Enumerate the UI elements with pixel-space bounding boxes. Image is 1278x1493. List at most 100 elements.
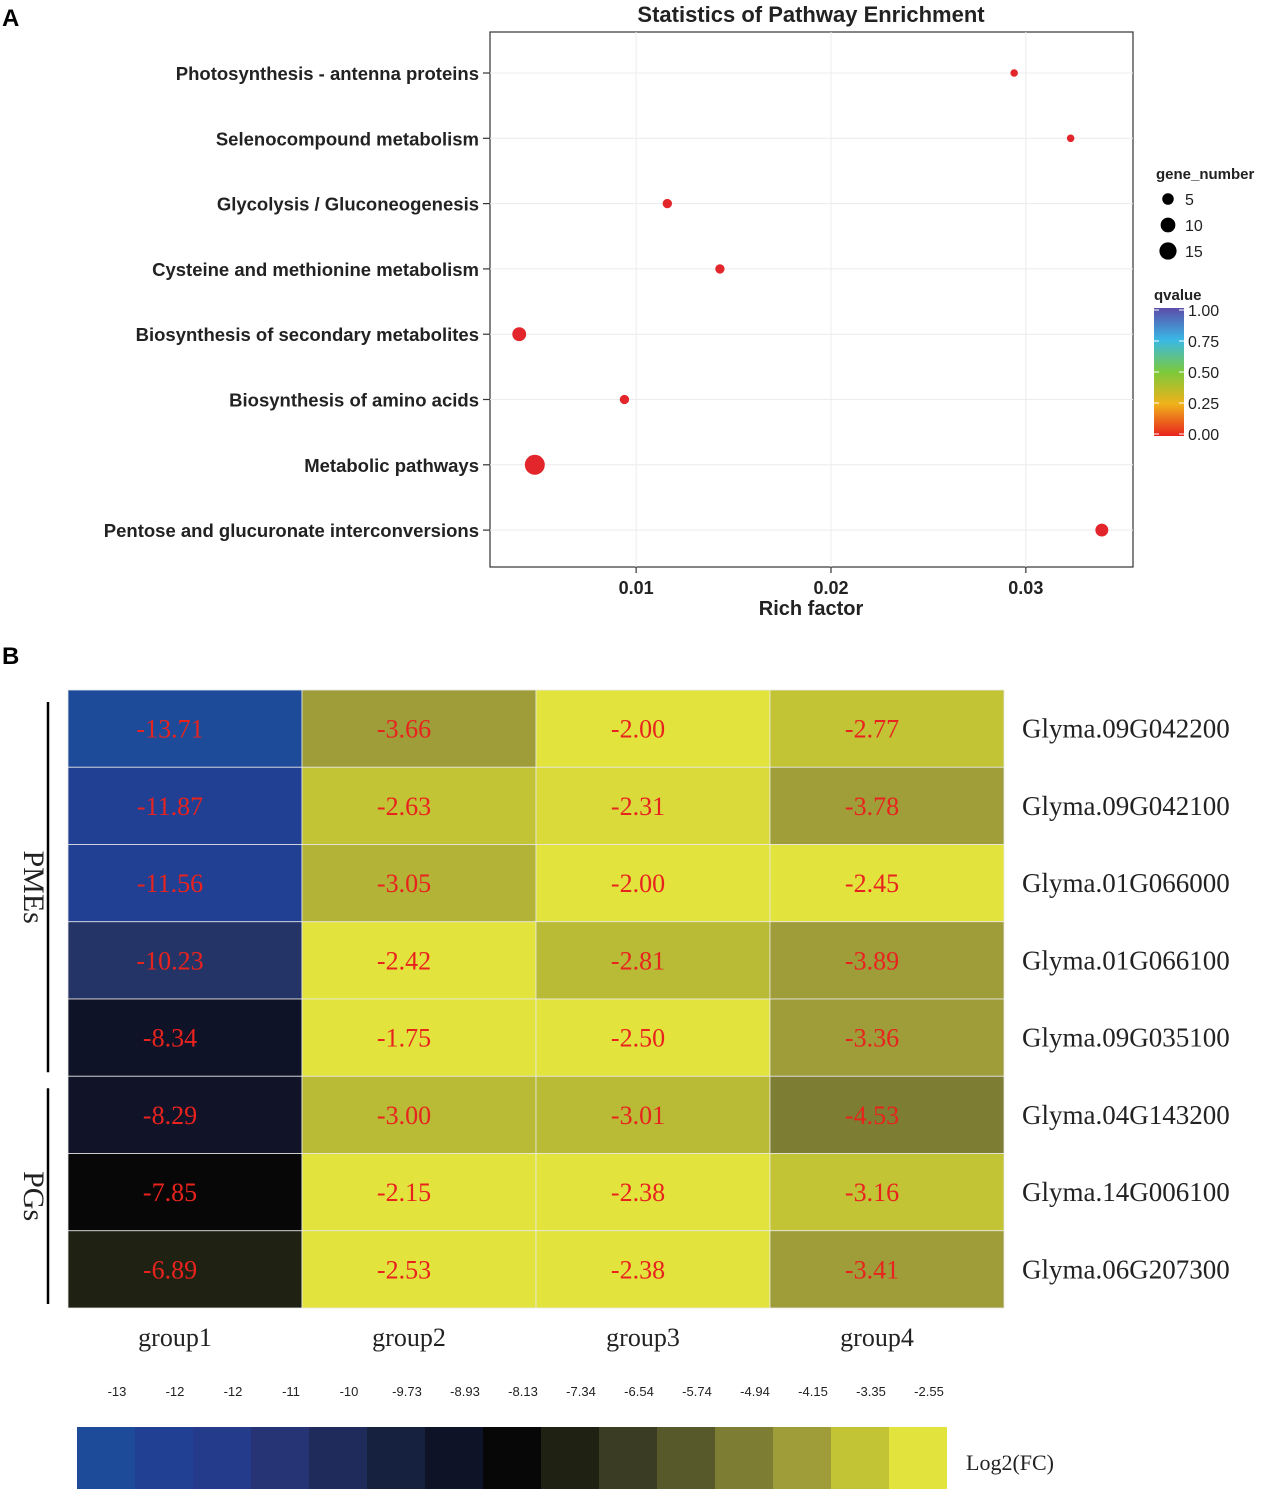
- colorbar-tick-label: -11: [282, 1384, 300, 1399]
- heatmap-cell: [301, 998, 537, 1077]
- heatmap-cells: [67, 689, 1005, 1309]
- size-legend-dot: [1162, 193, 1174, 205]
- heatmap-value: -11.56: [137, 869, 203, 898]
- size-legend-label: 5: [1185, 192, 1194, 209]
- heatmap-cell: [301, 921, 537, 1000]
- heatmap-cell: [301, 1075, 537, 1154]
- colorbar-tick-label: -4.94: [740, 1384, 770, 1399]
- colorbar-swatch: [309, 1427, 367, 1489]
- y-tick-label: Biosynthesis of secondary metabolites: [136, 324, 479, 345]
- size-legend: 5 10 15: [1159, 192, 1203, 261]
- heatmap-value: -2.42: [377, 946, 431, 975]
- heatmap-value: -2.31: [611, 792, 665, 821]
- heatmap-value: -4.53: [845, 1101, 899, 1130]
- heatmap-cell: [67, 998, 303, 1077]
- heatmap-cell: [769, 1230, 1005, 1309]
- heatmap-cell: [769, 921, 1005, 1000]
- heatmap-value: -11.87: [137, 792, 203, 821]
- heatmap-value: -7.85: [143, 1178, 197, 1207]
- heatmap-cell: [67, 1153, 303, 1232]
- scatter-point: [1095, 523, 1109, 537]
- y-tick-label: Cysteine and methionine metabolism: [152, 259, 479, 280]
- heatmap-value: -3.16: [845, 1178, 899, 1207]
- heatmap-cell: [67, 1075, 303, 1154]
- colorbar-tick-label: -13: [108, 1384, 127, 1399]
- heatmap-value: -2.00: [611, 715, 665, 744]
- colorbar-swatch: [425, 1427, 483, 1489]
- y-tick-label: Photosynthesis - antenna proteins: [176, 63, 479, 84]
- x-tick-label: 0.03: [1008, 578, 1043, 598]
- colorbar-tick-label: -8.93: [450, 1384, 480, 1399]
- heatmap-row-label: Glyma.01G066000: [1022, 868, 1230, 898]
- heatmap-value-labels: -13.71 -3.66 -2.00 -2.77 -11.87 -2.63 -2.31 -3.…: [136, 715, 899, 1285]
- heatmap-row-label: Glyma.14G006100: [1022, 1177, 1230, 1207]
- heatmap-cell: [535, 1075, 771, 1154]
- scatter-point: [662, 198, 672, 209]
- heatmap-cell: [535, 689, 771, 768]
- heatmap-cell: [535, 921, 771, 1000]
- colorbar-swatch: [541, 1427, 599, 1489]
- x-tick-label: 0.01: [619, 578, 654, 598]
- row-group-brackets: PMEs PGs: [17, 702, 50, 1304]
- size-legend-label: 10: [1185, 218, 1203, 235]
- scatter-point: [715, 264, 725, 274]
- heatmap-row-label: Glyma.01G066100: [1022, 945, 1230, 975]
- colorbar-swatch: [367, 1427, 425, 1489]
- heatmap-cell: [535, 844, 771, 923]
- colorbar-tick-label: -2.55: [914, 1384, 944, 1399]
- heatmap-value: -2.50: [611, 1024, 665, 1053]
- scatter-point: [619, 394, 630, 405]
- colorbar-tick-label: -12: [224, 1384, 243, 1399]
- color-legend-label: 1.00: [1188, 303, 1219, 320]
- panel-a-label: A: [2, 5, 19, 32]
- heatmap-value: -2.63: [377, 792, 431, 821]
- plot-panel: [489, 31, 1134, 568]
- heatmap-column-label: group2: [372, 1323, 446, 1352]
- heatmap-value: -8.34: [143, 1024, 197, 1053]
- colorbar-swatch: [657, 1427, 715, 1489]
- heatmap-row-label: Glyma.04G143200: [1022, 1100, 1230, 1130]
- heatmap-cell: [769, 1075, 1005, 1154]
- heatmap-cell: [535, 1153, 771, 1232]
- color-legend-title: qvalue: [1154, 287, 1202, 304]
- heatmap-cell: [67, 921, 303, 1000]
- colorbar-tick-label: -12: [166, 1384, 185, 1399]
- colorbar-tick-label: -9.73: [392, 1384, 422, 1399]
- heatmap-cell: [301, 1230, 537, 1309]
- heatmap-cell: [301, 844, 537, 923]
- color-legend-label: 0.50: [1188, 365, 1219, 382]
- colorbar-tick-label: -10: [340, 1384, 359, 1399]
- heatmap-value: -8.29: [143, 1101, 197, 1130]
- heatmap-value: -3.00: [377, 1101, 431, 1130]
- heatmap-value: -13.71: [136, 715, 203, 744]
- x-axis-ticks: 0.01 0.02 0.03: [619, 567, 1043, 598]
- colorbar-swatch: [599, 1427, 657, 1489]
- heatmap-value: -3.41: [845, 1255, 899, 1284]
- heatmap-row-label: Glyma.06G207300: [1022, 1254, 1230, 1284]
- heatmap-value: -2.38: [611, 1255, 665, 1284]
- x-tick-label: 0.02: [813, 578, 848, 598]
- heatmap-cell: [301, 766, 537, 845]
- y-tick-label: Selenocompound metabolism: [216, 128, 479, 149]
- panel-b-label: B: [2, 643, 19, 670]
- heatmap-value: -2.81: [611, 946, 665, 975]
- heatmap-cell: [769, 766, 1005, 845]
- heatmap-column-label: group4: [840, 1323, 914, 1352]
- y-tick-label: Glycolysis / Gluconeogenesis: [217, 194, 479, 215]
- heatmap-cell: [67, 766, 303, 845]
- heatmap-value: -2.77: [845, 715, 899, 744]
- size-legend-dot: [1160, 217, 1176, 233]
- scatter-point: [524, 454, 545, 475]
- heatmap-value: -3.01: [611, 1101, 665, 1130]
- heatmap-row-labels: Glyma.09G042200 Glyma.09G042100 Glyma.01G0…: [1022, 714, 1230, 1285]
- y-tick-label: Biosynthesis of amino acids: [229, 390, 479, 411]
- colorbar-tick-label: -6.54: [624, 1384, 654, 1399]
- scatter-point: [1066, 134, 1075, 143]
- heatmap-column-label: group1: [138, 1323, 212, 1352]
- heatmap-cell: [535, 766, 771, 845]
- colorbar-swatch: [77, 1427, 135, 1489]
- scatter-point: [512, 327, 527, 342]
- colorbar-swatch: [251, 1427, 309, 1489]
- colorbar-tick-label: -8.13: [508, 1384, 538, 1399]
